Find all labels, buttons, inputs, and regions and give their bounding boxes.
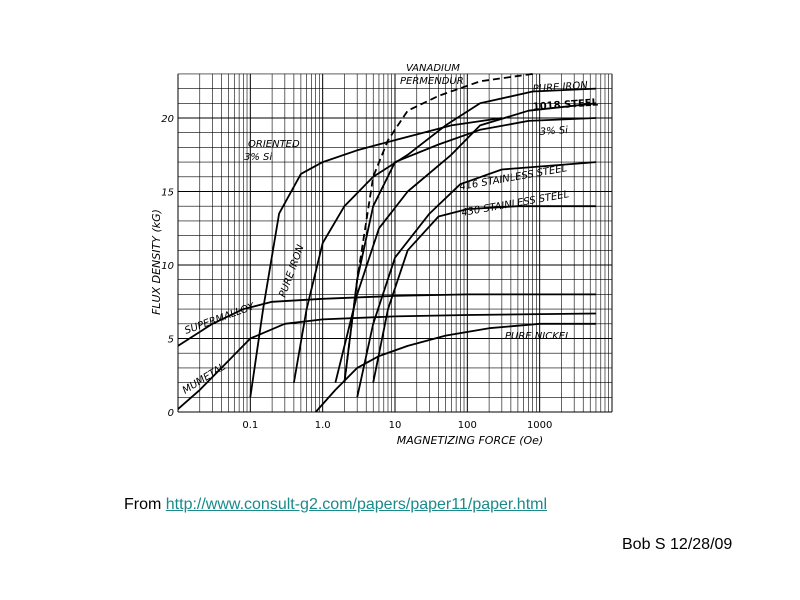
curve-annotation: PERMENDUR bbox=[400, 76, 464, 87]
series-line-pure-iron bbox=[293, 87, 597, 383]
curve-annotation: 430 STAINLESS STEEL bbox=[461, 189, 570, 219]
series-line-416-stainless-steel bbox=[356, 161, 597, 398]
y-axis-label: FLUX DENSITY (kG) bbox=[150, 209, 163, 315]
x-tick-label: 100 bbox=[458, 420, 477, 431]
series-line-supermalloy bbox=[177, 293, 596, 347]
curve-annotation: PURE NICKEL bbox=[505, 331, 571, 342]
series-line-3-si bbox=[343, 117, 597, 383]
chart-grid bbox=[177, 73, 613, 413]
curve-annotation: PURE IRON bbox=[532, 80, 588, 95]
chart-curves bbox=[177, 73, 597, 413]
y-tick-label: 20 bbox=[161, 114, 174, 125]
y-tick-label: 10 bbox=[161, 261, 174, 272]
chart-tick-labels: 0.1 1.0 10 100 1000 0 5 10 15 20 bbox=[161, 114, 552, 431]
series-line-mumetal bbox=[177, 312, 597, 410]
curve-annotation: PURE IRON bbox=[277, 243, 306, 299]
series-line-oriented-3-si bbox=[249, 117, 502, 398]
curve-annotation: MUMETAL bbox=[181, 362, 228, 397]
source-link[interactable]: http://www.consult-g2.com/papers/paper11… bbox=[165, 496, 548, 513]
x-tick-label: 1000 bbox=[527, 420, 552, 431]
curve-annotation: 1018 STEEL bbox=[532, 97, 599, 113]
source-prefix: From bbox=[124, 496, 166, 513]
y-tick-label: 15 bbox=[161, 188, 174, 199]
series-line-vanadium-permendur bbox=[343, 73, 533, 383]
series-line-430-stainless-steel bbox=[372, 205, 596, 383]
curve-annotation: VANADIUM bbox=[406, 63, 460, 74]
series-line-pure-nickel bbox=[315, 322, 596, 413]
curve-annotation: ORIENTED bbox=[248, 139, 300, 150]
y-tick-label: 5 bbox=[168, 335, 174, 346]
curve-annotation: 3% Si bbox=[244, 152, 272, 163]
curve-annotation: SUPERMALLOY bbox=[183, 301, 256, 337]
x-tick-label: 0.1 bbox=[242, 420, 258, 431]
x-tick-label: 1.0 bbox=[315, 420, 331, 431]
author-signature: Bob S 12/28/09 bbox=[622, 536, 733, 553]
x-tick-label: 10 bbox=[389, 420, 402, 431]
series-line-1018-steel bbox=[334, 102, 597, 383]
y-tick-label: 0 bbox=[168, 408, 174, 419]
x-axis-label: MAGNETIZING FORCE (Oe) bbox=[397, 434, 543, 447]
curve-annotation: 3% Si bbox=[539, 125, 568, 138]
source-citation: From http://www.consult-g2.com/papers/pa… bbox=[124, 496, 547, 514]
